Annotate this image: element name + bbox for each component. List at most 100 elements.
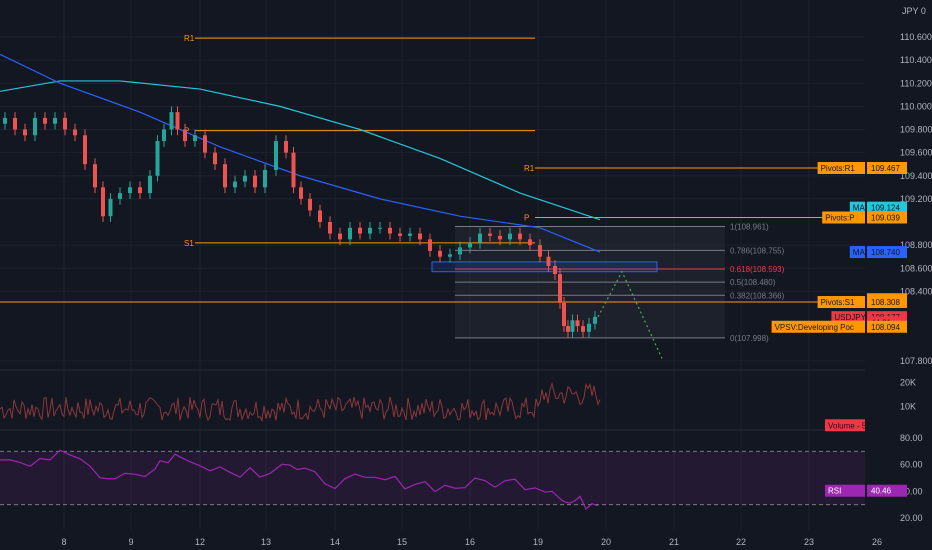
candle-body bbox=[148, 175, 152, 194]
candle-body bbox=[128, 187, 132, 194]
rsi-tick-label: 80.00 bbox=[900, 433, 923, 443]
price-tag-label-box bbox=[831, 311, 865, 324]
projection-path bbox=[597, 270, 663, 359]
time-tick-label: 13 bbox=[261, 537, 271, 547]
candle-body bbox=[593, 316, 597, 324]
price-tag-value: 108.094 bbox=[871, 323, 900, 332]
candle-body bbox=[558, 274, 562, 303]
rsi-value: 40.46 bbox=[871, 487, 892, 496]
price-tick-label: 107.800 bbox=[900, 356, 932, 366]
rsi-tick-label: 20.00 bbox=[900, 513, 923, 523]
price-tag-label-box bbox=[817, 162, 865, 175]
candle-body bbox=[284, 141, 288, 153]
time-tick-label: 26 bbox=[872, 537, 882, 547]
candle-body bbox=[243, 175, 247, 182]
candle-body bbox=[193, 135, 197, 142]
candle-body bbox=[162, 129, 166, 142]
price-tag-value-box bbox=[867, 162, 907, 175]
time-tick-label: 22 bbox=[736, 537, 746, 547]
candle-body bbox=[428, 239, 432, 251]
candle-body bbox=[468, 242, 472, 248]
price-tag-label-box bbox=[771, 320, 865, 333]
candle-body bbox=[63, 117, 67, 130]
volume-label: Volume - 573 bbox=[828, 421, 876, 430]
price-tag-label: MA bbox=[853, 248, 866, 257]
candle-body bbox=[73, 129, 77, 136]
rsi-band bbox=[0, 451, 865, 505]
price-tick-label: 109.400 bbox=[900, 171, 932, 181]
price-tags: Pivots:R1 109.467 MA 109.124 Pivots:P 109.039… bbox=[771, 162, 907, 497]
candle-body bbox=[508, 233, 512, 240]
candle-body bbox=[553, 265, 557, 275]
candle-body bbox=[3, 117, 7, 124]
price-tag-value: 109.039 bbox=[871, 213, 900, 222]
candle-body bbox=[318, 210, 322, 222]
price-tag-value: 108.308 bbox=[871, 298, 900, 307]
price-tick-label: 109.200 bbox=[900, 194, 932, 204]
price-tick-label: 110.200 bbox=[900, 78, 932, 88]
fibonacci-level-label: 0.786(108.755) bbox=[730, 246, 785, 255]
candle-body bbox=[438, 250, 442, 257]
price-tag-value-box bbox=[867, 211, 907, 224]
candle-body bbox=[538, 245, 542, 257]
candle-body bbox=[53, 117, 57, 124]
price-tick-label: 110.000 bbox=[900, 101, 932, 111]
candle-body bbox=[138, 187, 142, 194]
fibonacci-level-label: 0.5(108.480) bbox=[730, 278, 776, 287]
rsi-label: RSI bbox=[828, 487, 841, 496]
price-tag-label: Pivots:R1 bbox=[821, 164, 856, 173]
price-tag-label-box bbox=[817, 296, 865, 309]
price-tag-value: 109.124 bbox=[871, 204, 900, 213]
fibonacci-level-label: 0(107.998) bbox=[730, 334, 769, 343]
price-tag-label: Pivots:P bbox=[825, 213, 854, 222]
price-tick-label: 110.600 bbox=[900, 32, 932, 42]
candle-body bbox=[546, 256, 551, 266]
candle-body bbox=[338, 233, 342, 240]
price-tag-value-box bbox=[867, 246, 907, 259]
candle-body bbox=[570, 320, 575, 332]
candle-body bbox=[378, 227, 382, 229]
candle-body bbox=[183, 129, 187, 142]
fibonacci-level-label: 0.382(108.366) bbox=[730, 291, 785, 300]
fibonacci-level-label: 0.618(108.593) bbox=[730, 265, 785, 274]
time-tick-label: 15 bbox=[397, 537, 407, 547]
volume-tick-label: 20K bbox=[900, 378, 916, 388]
time-tick-label: 9 bbox=[128, 537, 133, 547]
price-tag-value-box bbox=[867, 320, 907, 333]
candle-body bbox=[299, 187, 303, 199]
candle-body bbox=[223, 164, 227, 188]
price-tag-label-box bbox=[822, 211, 865, 224]
candle-body bbox=[562, 302, 566, 327]
candle-body bbox=[101, 187, 105, 217]
price-tag-value-box bbox=[867, 201, 907, 214]
candle-body bbox=[118, 193, 122, 199]
candle-body bbox=[33, 117, 37, 136]
rsi-tick-label: 60.00 bbox=[900, 460, 923, 470]
price-tag-label-box bbox=[849, 201, 865, 214]
volume-tick-label: 10K bbox=[900, 401, 916, 411]
candle-body bbox=[203, 135, 207, 153]
price-tick-label: 109.600 bbox=[900, 148, 932, 158]
candle-body bbox=[478, 233, 482, 243]
price-tag-label: USDJPY bbox=[834, 313, 866, 322]
time-tick-label: 20 bbox=[601, 537, 611, 547]
candle-body bbox=[13, 117, 17, 130]
candle-body bbox=[408, 233, 412, 236]
time-tick-label: 14 bbox=[330, 537, 340, 547]
candle-body bbox=[388, 227, 392, 234]
pivot-level-label: R1 bbox=[524, 164, 535, 173]
rsi-label-box bbox=[825, 484, 865, 497]
candle-body bbox=[83, 135, 87, 165]
volume-label-box bbox=[825, 419, 865, 432]
time-axis[interactable]: 8 9 12 13 14 15 16 19 20 21 22 23 26 bbox=[61, 537, 882, 547]
price-tag-value-box bbox=[867, 296, 907, 309]
candle-body bbox=[328, 222, 332, 234]
price-series bbox=[0, 53, 663, 359]
price-axis[interactable]: 110.600 110.400 110.200 110.000 109.800 109.6… bbox=[900, 32, 932, 523]
price-tick-label: 108.400 bbox=[900, 286, 932, 296]
candle-body bbox=[575, 320, 580, 327]
candle-body bbox=[233, 181, 237, 188]
time-tick-label: 12 bbox=[195, 537, 205, 547]
price-tag-label: VPSV:Developing Poc bbox=[775, 323, 854, 332]
